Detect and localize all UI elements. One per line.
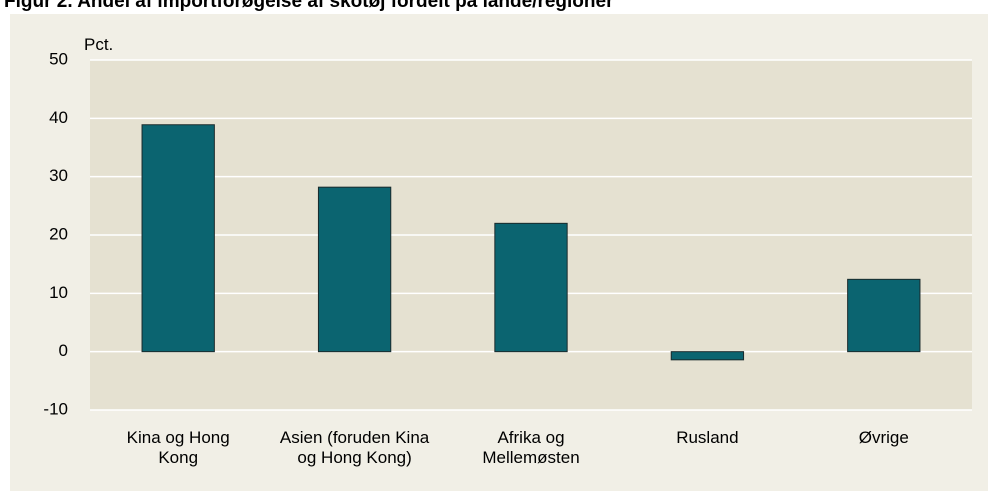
y-tick-label: 20: [49, 224, 68, 243]
y-tick-label: 10: [49, 283, 68, 302]
x-tick-label: Asien (foruden Kina og Hong Kong): [279, 428, 430, 467]
bar: [847, 278, 921, 353]
x-tick-label: Øvrige: [858, 428, 909, 447]
y-tick-label: 0: [59, 341, 68, 360]
bar: [670, 351, 745, 361]
y-tick-label: -10: [43, 399, 68, 418]
chart-title: Figur 2. Andel af importforøgelse af sko…: [4, 0, 614, 12]
x-tick-label: Afrika og Mellemøsten: [482, 428, 580, 467]
bar: [494, 222, 568, 353]
y-tick-label: 30: [49, 166, 68, 185]
y-tick-label: 50: [49, 49, 68, 68]
y-axis-label: Pct.: [84, 35, 114, 54]
bar: [317, 186, 392, 353]
y-tick-label: 40: [49, 108, 68, 127]
x-tick-label: Rusland: [676, 428, 739, 447]
bar: [141, 124, 215, 353]
x-tick-label: Kina og Hong Kong: [126, 428, 230, 467]
